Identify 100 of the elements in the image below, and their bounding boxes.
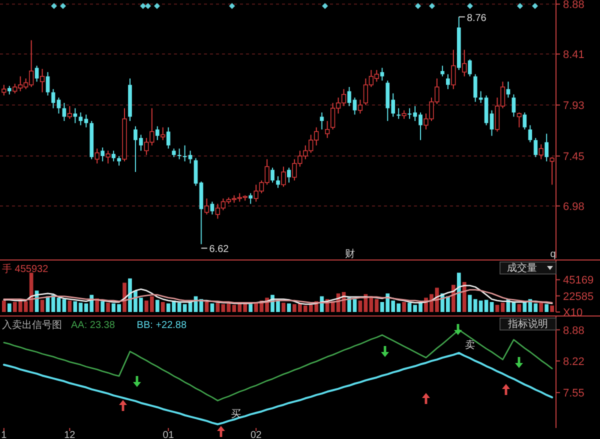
candlestick: [100, 147, 105, 162]
candlestick: [550, 156, 554, 186]
chart-title: 入卖出信号图: [2, 319, 62, 331]
bar: [352, 299, 357, 312]
candlestick: [34, 65, 39, 82]
bar: [7, 303, 12, 312]
candlestick: [380, 67, 384, 82]
bar: [358, 300, 362, 312]
candlestick: [106, 150, 110, 164]
y-tick-label: 7.45: [563, 151, 584, 164]
bar: [550, 306, 554, 312]
candlestick: [473, 74, 478, 102]
y-tick-label: 8.88: [563, 324, 584, 337]
line-series: [2, 352, 554, 426]
bar: [544, 304, 549, 312]
candlestick: [440, 65, 444, 77]
annotation: 财: [345, 248, 355, 260]
line-series: [3, 289, 553, 304]
candlestick: [117, 156, 121, 166]
candlestick: [56, 97, 61, 114]
bar: [100, 301, 105, 312]
bar: [402, 302, 406, 312]
candlestick: [270, 167, 274, 184]
bar: [462, 282, 466, 312]
candlestick: [538, 144, 544, 160]
annotation: 6.62: [209, 244, 230, 256]
candlestick: [468, 58, 472, 77]
candlestick: [544, 133, 549, 162]
candlestick: [396, 108, 401, 120]
bar: [182, 304, 187, 312]
candlestick: [40, 68, 45, 93]
x-tick-label: 02: [250, 430, 262, 439]
bar: [456, 272, 461, 312]
bar: [40, 300, 44, 312]
y-tick-label: 45169: [563, 274, 594, 287]
candlestick: [155, 126, 160, 141]
candlestick: [534, 137, 538, 158]
bar: [106, 302, 110, 312]
candlestick: [62, 102, 66, 122]
candlestick: [248, 192, 253, 204]
bar: [539, 302, 544, 312]
bar: [484, 300, 488, 312]
candlestick: [490, 110, 494, 136]
annotation: 买: [231, 409, 241, 420]
candlestick: [204, 198, 210, 215]
y-tick-label: 8.88: [563, 0, 584, 12]
candlestick: [67, 106, 72, 120]
annotation: 8.76: [466, 12, 487, 24]
bar: [204, 302, 209, 312]
candlestick: [287, 167, 291, 184]
candlestick: [281, 166, 286, 188]
bar: [216, 302, 220, 312]
candlestick: [210, 201, 214, 215]
chart-title: 手 455932: [2, 263, 49, 275]
bar: [62, 299, 66, 312]
y-tick-label: 7.55: [563, 388, 584, 400]
candlestick: [451, 49, 456, 90]
bar: [160, 302, 165, 312]
candlestick: [46, 72, 50, 96]
candlestick: [462, 49, 467, 77]
candlestick: [51, 88, 56, 109]
candlestick: [320, 112, 324, 130]
annotation: 卖: [465, 339, 475, 351]
line-series: [3, 284, 553, 305]
y-tick-label: 22585: [563, 290, 594, 303]
annotation: 成交量: [507, 262, 537, 274]
annotation: q: [550, 249, 556, 260]
bar: [155, 300, 160, 312]
bar: [68, 300, 72, 312]
bar: [282, 302, 286, 312]
text: AA: 23.38: [71, 320, 116, 331]
y-tick-label: 6.98: [563, 200, 584, 213]
candlestick: [516, 112, 522, 128]
candlestick: [94, 148, 100, 164]
annotation: 指标说明: [507, 318, 548, 330]
x-tick-label: 12: [64, 430, 76, 439]
bar: [210, 303, 214, 312]
candlestick: [352, 97, 357, 116]
bar: [517, 304, 522, 312]
candlestick: [194, 158, 198, 186]
candlestick: [347, 86, 352, 107]
candlestick: [112, 150, 116, 162]
candlestick: [276, 176, 280, 188]
candlestick: [358, 99, 363, 114]
candlestick: [325, 120, 330, 138]
bar: [500, 302, 505, 312]
candlestick: [166, 126, 170, 150]
candlestick: [522, 112, 527, 130]
bar: [248, 304, 253, 312]
x-tick-label: 1: [1, 430, 8, 439]
x-tick-label: 01: [162, 430, 174, 439]
bar: [287, 303, 291, 312]
text: BB: +22.88: [136, 320, 187, 331]
bar: [2, 300, 6, 312]
bar: [490, 302, 494, 312]
y-tick-label: 8.41: [563, 49, 584, 62]
candlestick: [446, 74, 450, 90]
candlestick: [160, 126, 166, 141]
candlestick: [512, 94, 516, 118]
bar: [374, 299, 379, 312]
